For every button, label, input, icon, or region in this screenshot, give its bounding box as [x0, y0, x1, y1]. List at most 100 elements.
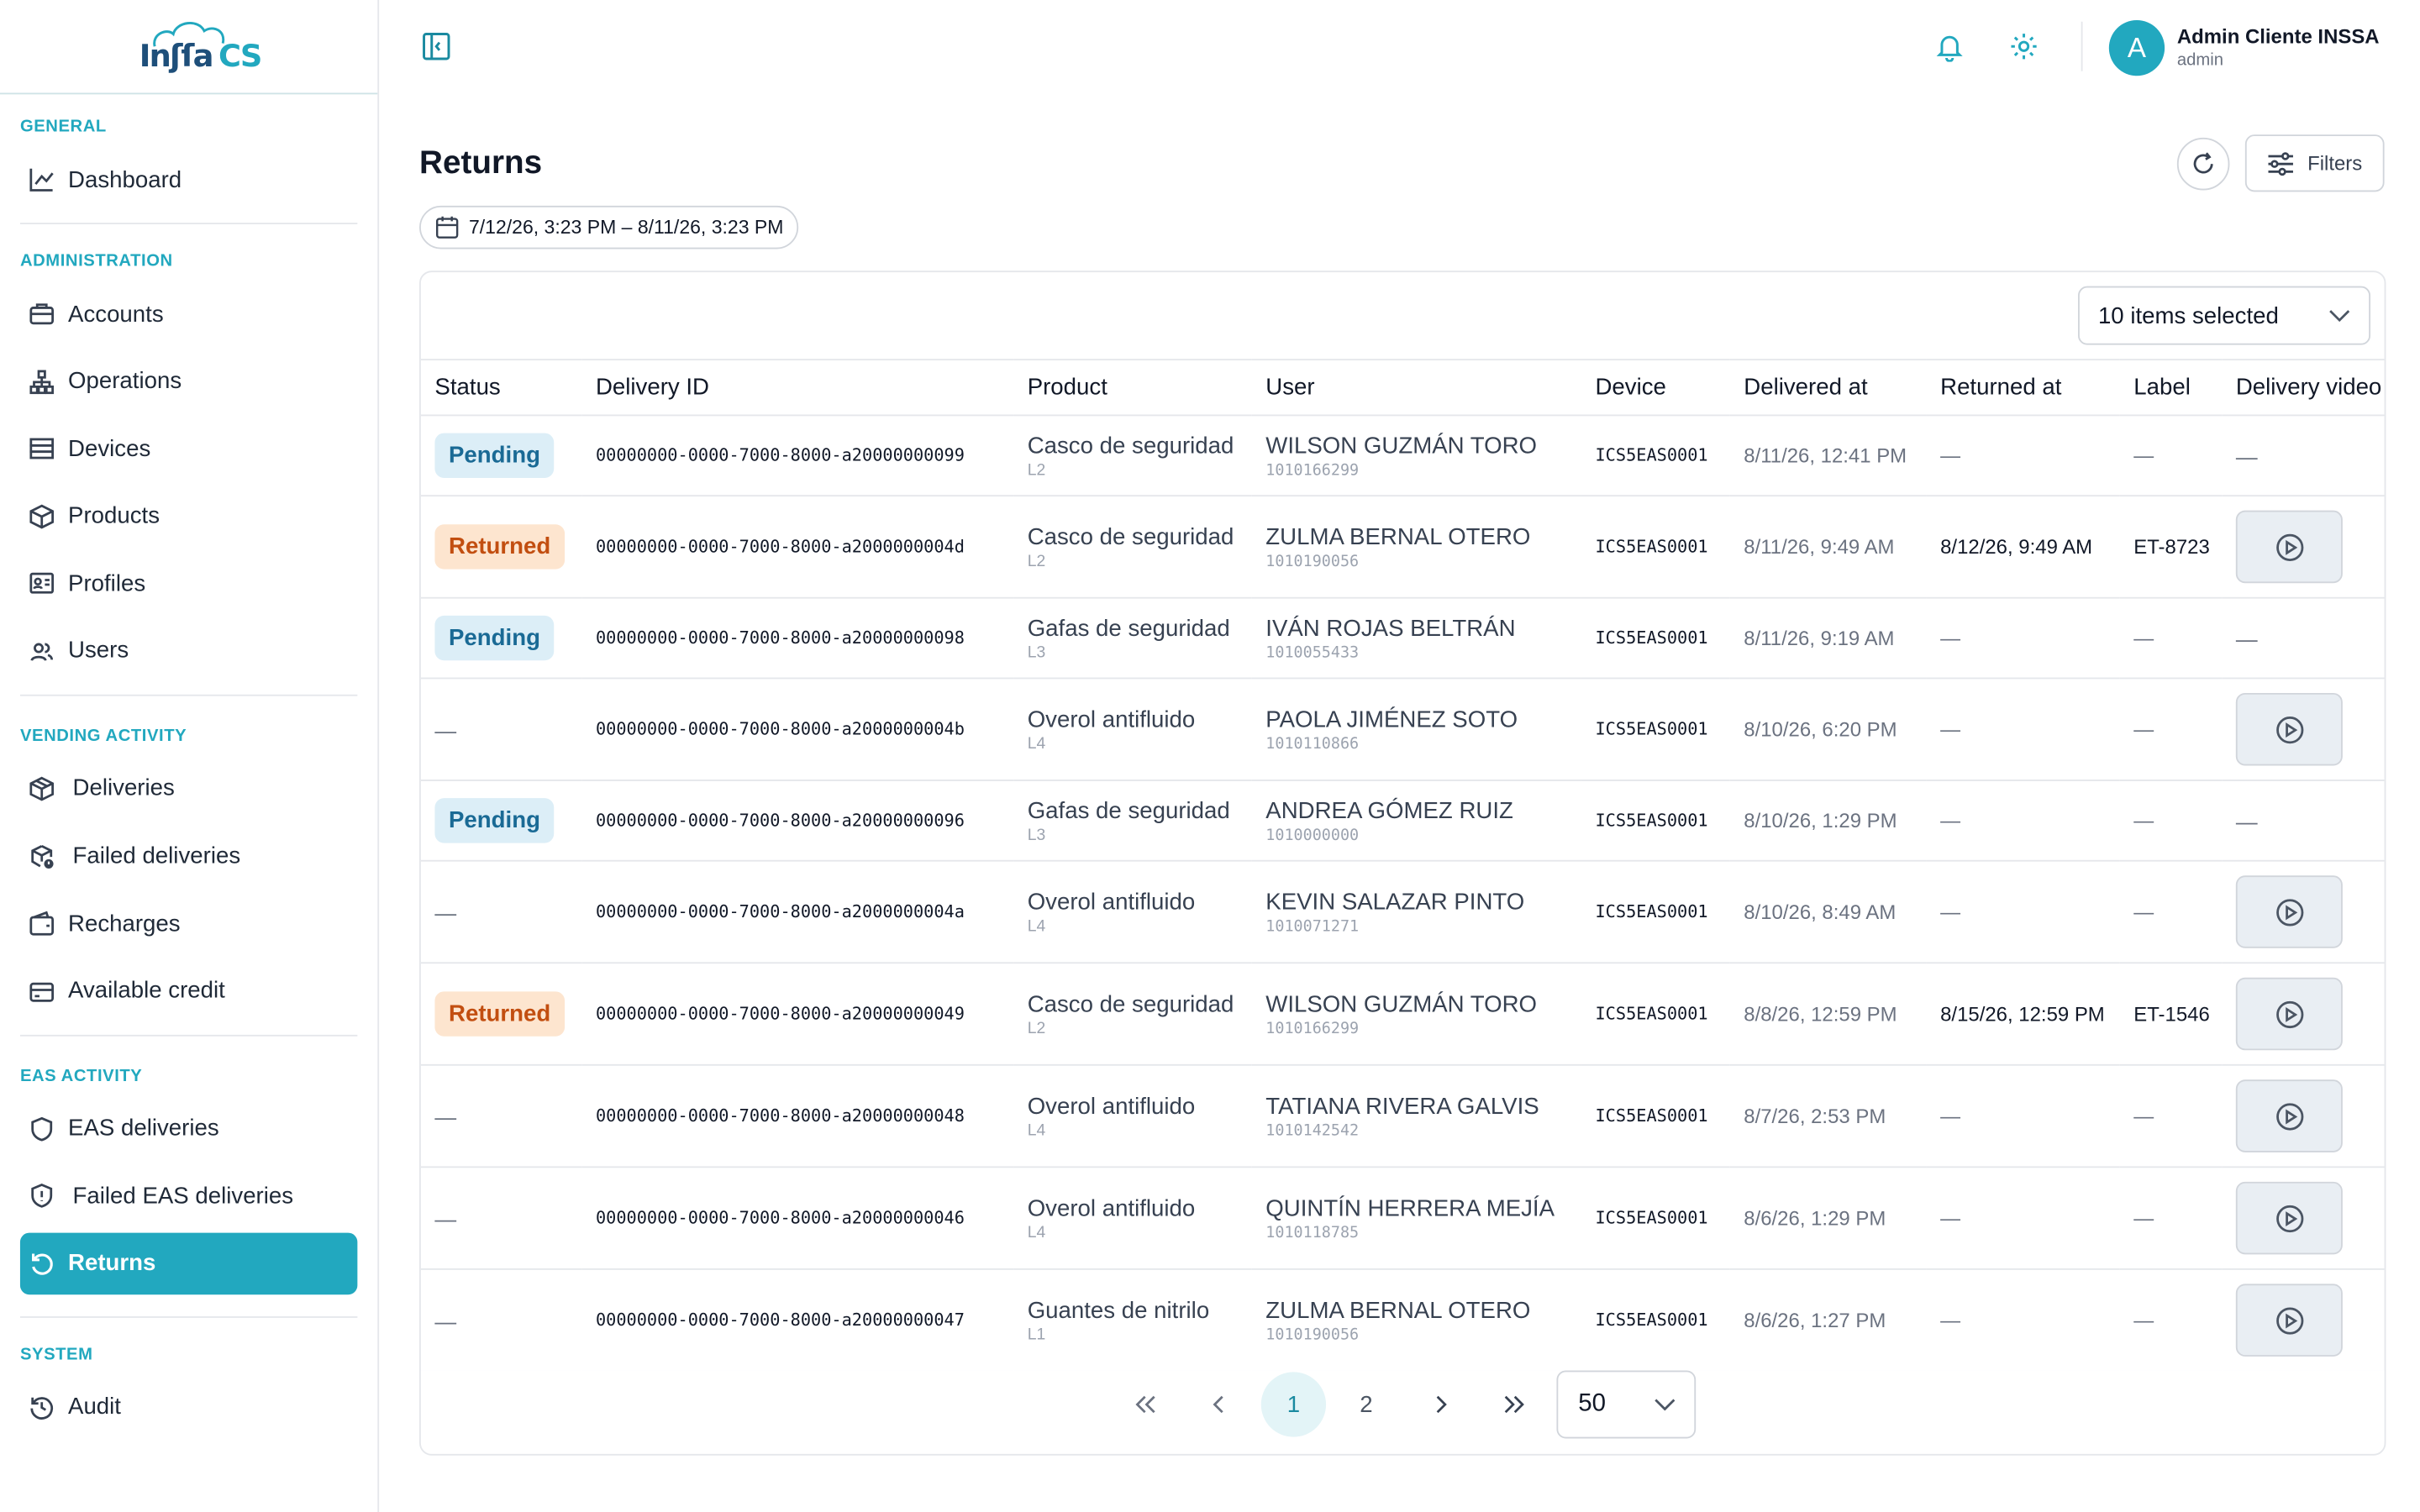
sidebar-item-failed-eas-deliveries[interactable]: Failed EAS deliveries — [20, 1165, 357, 1227]
column-header[interactable]: Device — [1581, 359, 1730, 417]
delivery-id-cell: 00000000-0000-7000-8000-a20000000047 — [581, 1268, 1014, 1373]
product-name: Gafas de seguridad — [1027, 614, 1230, 642]
page-size-select[interactable]: 50 — [1556, 1370, 1697, 1439]
column-header[interactable]: Delivery video — [2222, 359, 2385, 417]
table-row[interactable]: Returned 00000000-0000-7000-8000-a2000000… — [420, 496, 2385, 599]
gear-icon[interactable] — [2008, 31, 2039, 70]
product-cell: Overol antifluido L4 — [1013, 678, 1252, 781]
returned-at-cell: — — [1926, 1167, 2120, 1270]
play-video-button[interactable] — [2235, 1181, 2343, 1255]
chevron-right-icon — [1436, 1395, 1447, 1414]
play-video-button[interactable] — [2235, 1284, 2343, 1357]
product-size: L4 — [1027, 733, 1046, 753]
sidebar-toggle-icon[interactable] — [421, 31, 452, 70]
pagination: 1 2 50 — [420, 1370, 2385, 1442]
column-header[interactable]: Delivered at — [1729, 359, 1927, 417]
table-row[interactable]: Returned 00000000-0000-7000-8000-a2000000… — [420, 963, 2385, 1066]
label-cell: — — [2119, 1167, 2223, 1270]
last-page-button[interactable] — [1482, 1372, 1547, 1436]
date-range-picker[interactable]: 7/12/26, 3:23 PM – 8/11/26, 3:23 PM — [419, 205, 799, 249]
refresh-button[interactable] — [2176, 137, 2230, 191]
table-row[interactable]: Pending 00000000-0000-7000-8000-a20000000… — [420, 415, 2385, 497]
user-document: 1010110866 — [1265, 735, 1360, 753]
sidebar-item-returns[interactable]: Returns — [19, 1232, 358, 1295]
column-header[interactable]: Label — [2119, 359, 2223, 417]
prev-page-button[interactable] — [1186, 1372, 1251, 1436]
sidebar-item-recharges[interactable]: Recharges — [20, 893, 357, 955]
play-circle-icon — [2275, 1102, 2303, 1130]
sidebar-item-failed-deliveries[interactable]: Failed deliveries — [20, 826, 357, 888]
product-size: L4 — [1027, 916, 1046, 936]
section-title-general: GENERAL — [19, 117, 107, 137]
table-row[interactable]: Pending 00000000-0000-7000-8000-a20000000… — [420, 780, 2385, 862]
user-cell: QUINTÍN HERRERA MEJÍA 1010118785 — [1251, 1167, 1581, 1270]
play-video-button[interactable] — [2235, 510, 2343, 584]
filters-button[interactable]: Filters — [2244, 134, 2385, 192]
label-cell: — — [2119, 597, 2223, 680]
table-row[interactable]: —00000000-0000-7000-8000-a20000000046 Ove… — [420, 1167, 2385, 1270]
table-row[interactable]: —00000000-0000-7000-8000-a2000000004a Ove… — [420, 860, 2385, 964]
column-header[interactable]: Status — [420, 359, 582, 417]
sidebar-item-eas-deliveries[interactable]: EAS deliveries — [20, 1098, 357, 1160]
user-full-name: QUINTÍN HERRERA MEJÍA — [1265, 1194, 1555, 1221]
returns-table: Status Delivery ID Product User Device D… — [420, 359, 2385, 1373]
bell-icon[interactable] — [1934, 31, 1965, 70]
sidebar-item-audit[interactable]: Audit — [20, 1377, 357, 1439]
avatar[interactable]: A — [2108, 19, 2165, 76]
sidebar-item-accounts[interactable]: Accounts — [20, 283, 357, 345]
first-page-button[interactable] — [1113, 1372, 1177, 1436]
returned-at-cell: — — [1926, 597, 2120, 680]
product-name: Casco de seguridad — [1027, 432, 1234, 459]
page-button-2[interactable]: 2 — [1360, 1391, 1373, 1418]
play-video-button[interactable] — [2235, 977, 2343, 1051]
page-button-1[interactable]: 1 — [1260, 1372, 1327, 1437]
logo-text: Inʃſa CS — [139, 37, 263, 75]
next-page-button[interactable] — [1408, 1372, 1473, 1436]
sidebar-item-products[interactable]: Products — [20, 486, 357, 548]
video-cell — [2222, 678, 2385, 781]
product-name: Overol antifluido — [1027, 706, 1196, 732]
sidebar-item-users[interactable]: Users — [20, 620, 357, 682]
play-video-button[interactable] — [2235, 692, 2343, 766]
column-header[interactable]: Delivery ID — [581, 359, 1014, 417]
user-full-name: KEVIN SALAZAR PINTO — [1265, 888, 1525, 916]
sidebar-item-devices[interactable]: Devices — [20, 418, 357, 480]
user-document: 1010118785 — [1265, 1224, 1360, 1242]
sidebar-item-label: Available credit — [68, 978, 225, 1005]
video-empty: — — [2235, 443, 2258, 469]
column-header[interactable]: Returned at — [1926, 359, 2120, 417]
table-row[interactable]: —00000000-0000-7000-8000-a2000000004b Ove… — [420, 678, 2385, 781]
logo-area: Inʃſa CS — [0, 0, 378, 95]
user-cell: TATIANA RIVERA GALVIS 1010142542 — [1251, 1064, 1581, 1168]
column-selector[interactable]: 10 items selected — [2078, 286, 2371, 345]
label-cell: — — [2119, 860, 2223, 964]
table-row[interactable]: Pending 00000000-0000-7000-8000-a20000000… — [420, 597, 2385, 680]
column-header[interactable]: Product — [1013, 359, 1252, 417]
product-size: L2 — [1027, 1018, 1046, 1037]
status-badge: Returned — [434, 991, 565, 1037]
nav-divider — [19, 223, 358, 225]
user-full-name: WILSON GUZMÁN TORO — [1265, 990, 1538, 1017]
table-row[interactable]: —00000000-0000-7000-8000-a20000000047 Gua… — [420, 1268, 2385, 1373]
user-cell: ZULMA BERNAL OTERO 1010190056 — [1251, 1268, 1581, 1373]
product-name: Casco de seguridad — [1027, 523, 1234, 550]
play-circle-icon — [2275, 716, 2303, 743]
video-cell — [2222, 860, 2385, 964]
delivered-at-cell: 8/11/26, 9:49 AM — [1729, 496, 1927, 599]
sidebar-item-deliveries[interactable]: Deliveries — [20, 758, 357, 820]
user-cell: WILSON GUZMÁN TORO 1010166299 — [1251, 963, 1581, 1066]
sidebar-item-dashboard[interactable]: Dashboard — [20, 149, 357, 211]
brand-logo[interactable]: Inʃſa CS — [127, 15, 262, 77]
sidebar-item-available-credit[interactable]: Available credit — [20, 960, 357, 1022]
returns-table-card: 10 items selected Status Delivery ID Pro… — [419, 270, 2386, 1456]
play-video-button[interactable] — [2235, 1079, 2343, 1152]
delivered-at-cell: 8/11/26, 12:41 PM — [1729, 415, 1927, 497]
sidebar-item-profiles[interactable]: Profiles — [20, 553, 357, 615]
table-row[interactable]: —00000000-0000-7000-8000-a20000000048 Ove… — [420, 1064, 2385, 1168]
shield-alert-icon — [26, 1181, 57, 1212]
delivery-id-cell: 00000000-0000-7000-8000-a2000000004a — [581, 860, 1014, 964]
sidebar-item-operations[interactable]: Operations — [20, 350, 357, 412]
column-header[interactable]: User — [1251, 359, 1581, 417]
status-cell: — — [420, 1064, 582, 1168]
play-video-button[interactable] — [2235, 875, 2343, 948]
